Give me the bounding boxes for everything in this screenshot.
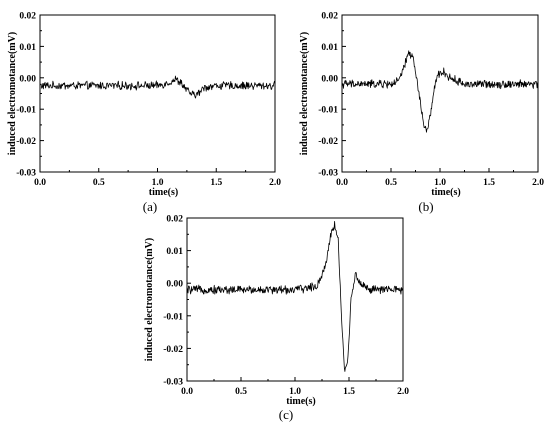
x-tick-label: 1.0 [152,178,164,188]
y-tick-label: 0.01 [321,43,338,53]
y-tick-label: 0.01 [166,247,183,257]
panel-label: (c) [279,407,293,422]
x-tick-label: 0.5 [385,178,397,188]
y-tick-label: -0.02 [318,137,338,147]
x-tick-label: 1.5 [483,178,495,188]
panel-label: (b) [418,199,433,214]
y-tick-label: 0.00 [19,74,36,84]
y-tick-label: 0.02 [166,215,183,225]
x-tick-label: 0.5 [235,387,247,397]
x-tick-label: 1.0 [434,178,446,188]
y-axis-title: induced electromotance(mV) [299,32,310,155]
chart-panel-2: 0.0 0.5 1.0 1.5 2.0 0.02 0.01 0.00 -0.01 -0.02 -0.… [299,12,544,215]
y-tick-label: -0.02 [16,137,36,147]
x-axis-title: time(s) [149,187,178,198]
x-tick-label: 1.5 [210,178,222,188]
x-tick-label: 2.0 [532,178,544,188]
x-tick-label: 0.0 [34,178,46,188]
y-tick-label: -0.01 [163,312,183,322]
series-line [341,50,539,133]
y-tick-label: -0.03 [163,378,183,388]
x-tick-label: 2.0 [397,387,409,397]
x-axis-title: time(s) [431,187,460,198]
y-tick-label: -0.03 [318,169,338,179]
y-tick-label: 0.00 [321,74,338,84]
plot-frame [186,217,404,382]
y-tick-label: 0.00 [166,280,183,290]
y-tick-label: 0.01 [19,43,36,53]
plot-frame [39,14,276,173]
series-line [39,75,276,99]
y-axis-title: induced electromotance(mV) [144,238,155,361]
x-tick-label: 1.0 [289,387,301,397]
y-tick-label: 0.02 [19,12,36,22]
y-tick-label: -0.03 [16,169,36,179]
y-tick-label: -0.01 [16,106,36,116]
series-line [186,221,404,372]
plot-frame [341,14,539,173]
x-tick-label: 1.5 [343,387,355,397]
panel-label: (a) [143,199,157,214]
y-tick-label: 0.02 [321,12,338,22]
y-tick-label: -0.01 [318,106,338,116]
x-tick-label: 0.5 [93,178,105,188]
x-tick-label: 0.0 [181,387,193,397]
y-axis-title: induced electromotance(mV) [7,32,18,155]
y-tick-label: -0.02 [163,345,183,355]
chart-panel-1: 0.0 0.5 1.0 1.5 2.0 0.02 0.01 0.00 -0.01 -0.02 -0.… [7,12,281,215]
x-axis-title: time(s) [286,396,315,407]
x-tick-label: 2.0 [269,178,281,188]
chart-panel-3: 0.0 0.5 1.0 1.5 2.0 0.02 0.01 0.00 -0.01 -0.02 -0.… [144,215,409,423]
x-tick-label: 0.0 [336,178,348,188]
